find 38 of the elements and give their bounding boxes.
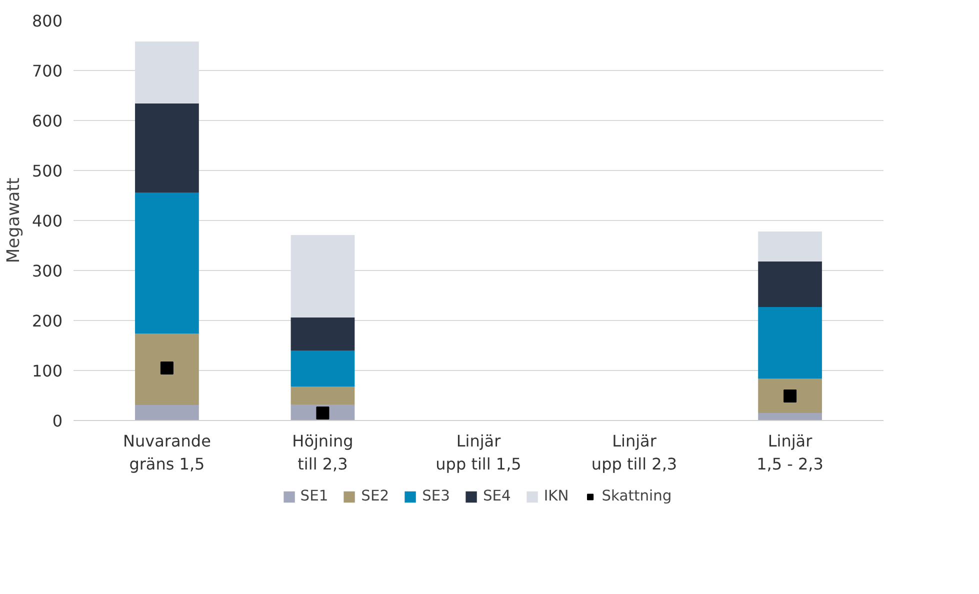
bar <box>135 42 199 104</box>
point <box>316 406 330 420</box>
y-tick-label: 0 <box>52 412 63 430</box>
bar <box>758 378 822 413</box>
bar <box>758 413 822 420</box>
point <box>160 362 174 374</box>
x-tick-label: Linjär upp till 2,3 <box>591 432 678 474</box>
bar <box>758 232 822 262</box>
y-tick-label: 300 <box>32 262 63 280</box>
bar <box>135 192 199 334</box>
bar <box>758 262 822 307</box>
x-tick-label: Nuvarande gräns 1,5 <box>123 432 211 474</box>
y-tick-label: 500 <box>32 162 63 180</box>
y-axis-title: Megawatt <box>4 177 24 264</box>
y-tick-label: 400 <box>32 212 63 230</box>
bar <box>135 104 199 192</box>
legend-label: IKN <box>544 488 569 504</box>
legend-label: SE2 <box>361 488 390 504</box>
legend-label: SE4 <box>482 488 511 504</box>
bar <box>290 386 355 404</box>
y-tick-label: 200 <box>32 312 63 330</box>
y-tick-label: 600 <box>32 112 63 130</box>
bar <box>758 307 822 378</box>
bar <box>135 334 199 405</box>
legend-label: Skattning <box>602 488 672 504</box>
x-tick-label: Höjning till 2,3 <box>292 432 354 474</box>
legend-label: SE1 <box>300 488 328 504</box>
bar <box>135 405 199 420</box>
x-tick-label: Linjär 1,5 - 2,3 <box>756 432 824 474</box>
point <box>784 390 797 402</box>
y-tick-label: 700 <box>32 62 63 80</box>
legend-label: SE3 <box>422 488 450 504</box>
bar <box>290 318 355 350</box>
y-tick-label: 100 <box>32 362 63 380</box>
bar <box>290 350 355 386</box>
bar <box>290 235 355 318</box>
y-tick-label: 800 <box>32 12 63 30</box>
x-tick-label: Linjär upp till 1,5 <box>436 432 522 474</box>
